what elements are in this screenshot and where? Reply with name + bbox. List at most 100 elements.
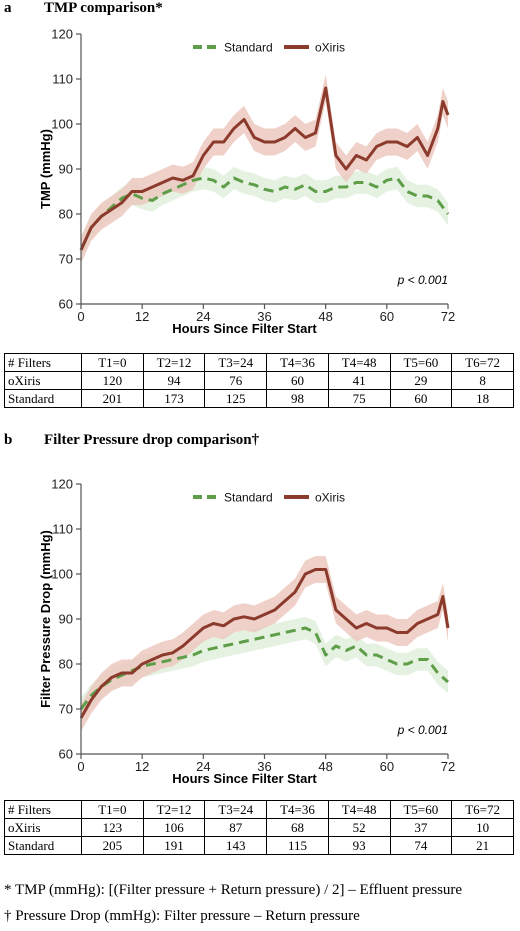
panel-a-heading: a TMP comparison* bbox=[0, 0, 163, 17]
table-cell: 191 bbox=[142, 836, 206, 855]
table-cell: 75 bbox=[327, 389, 391, 408]
table-cell: 143 bbox=[204, 836, 268, 855]
x-axis-label: Hours Since Filter Start bbox=[172, 321, 317, 336]
y-axis-label: Filter Pressure Drop (mmHg) bbox=[38, 530, 53, 708]
table-cell: 74 bbox=[389, 836, 453, 855]
panel-a-letter: a bbox=[4, 0, 12, 16]
x-tick-label: 60 bbox=[380, 309, 394, 324]
x-tick-label: 36 bbox=[257, 309, 271, 324]
y-tick-label: 70 bbox=[59, 252, 73, 267]
y-tick-label: 100 bbox=[51, 567, 73, 582]
table-header-cell: # Filters bbox=[4, 800, 82, 819]
x-tick-label: 24 bbox=[196, 309, 210, 324]
table-cell: 125 bbox=[204, 389, 268, 408]
table-cell: 60 bbox=[389, 389, 453, 408]
x-tick-label: 72 bbox=[441, 309, 455, 324]
x-tick-label: 12 bbox=[135, 309, 149, 324]
y-tick-label: 60 bbox=[59, 747, 73, 762]
panel-a-title: TMP comparison* bbox=[44, 0, 163, 16]
table-cell: oXiris bbox=[4, 371, 82, 390]
footnote-pressure-drop: † Pressure Drop (mmHg): Filter pressure … bbox=[4, 908, 360, 924]
table-cell: 205 bbox=[81, 836, 144, 855]
series-line-oxiris bbox=[79, 568, 450, 719]
table-header-cell: T2=12 bbox=[142, 800, 206, 819]
y-tick-label: 60 bbox=[59, 297, 73, 312]
y-tick-label: 110 bbox=[52, 72, 73, 87]
p-value-annotation: p < 0.001 bbox=[397, 273, 448, 287]
table-cell: 21 bbox=[451, 836, 514, 855]
x-tick-label: 0 bbox=[77, 759, 84, 774]
table-cell: 68 bbox=[266, 818, 329, 837]
x-tick-label: 60 bbox=[380, 759, 394, 774]
table-cell: Standard bbox=[4, 836, 82, 855]
table-header-row: # Filters T1=0 T2=12 T3=24 T4=36 T4=48 T5=60 T6… bbox=[4, 800, 514, 819]
series-line-oxiris bbox=[79, 86, 450, 251]
table-cell: 76 bbox=[204, 371, 268, 390]
p-value-annotation: p < 0.001 bbox=[397, 723, 448, 737]
panel-b-title: Filter Pressure drop comparison† bbox=[44, 432, 260, 448]
table-cell: 18 bbox=[451, 389, 514, 408]
x-tick-label: 48 bbox=[318, 759, 332, 774]
panel-b-letter: b bbox=[4, 432, 13, 448]
table-cell: 106 bbox=[142, 818, 206, 837]
y-tick-label: 120 bbox=[51, 477, 73, 492]
table-header-cell: T5=60 bbox=[389, 353, 453, 372]
table-cell: 87 bbox=[204, 818, 268, 837]
table-cell: 10 bbox=[451, 818, 514, 837]
table-header-cell: T2=12 bbox=[142, 353, 206, 372]
table-cell: 93 bbox=[327, 836, 391, 855]
table-header-cell: T4=36 bbox=[266, 353, 329, 372]
y-tick-label: 70 bbox=[59, 702, 73, 717]
table-cell: 8 bbox=[451, 371, 514, 390]
panel-a-filter-count-table: # Filters T1=0 T2=12 T3=24 T4=36 T4=48 T5=60 T6… bbox=[4, 353, 514, 408]
table-header-cell: T4=48 bbox=[327, 353, 391, 372]
legend: Standard oXiris bbox=[193, 491, 345, 505]
table-header-cell: T4=48 bbox=[327, 800, 391, 819]
table-header-cell: T3=24 bbox=[204, 800, 268, 819]
table-row: Standard 201 173 125 98 75 60 18 bbox=[4, 389, 514, 408]
x-tick-label: 72 bbox=[441, 759, 455, 774]
table-row: oXiris 120 94 76 60 41 29 8 bbox=[4, 371, 514, 390]
table-header-cell: # Filters bbox=[4, 353, 82, 372]
series-line-standard bbox=[79, 626, 449, 710]
table-header-cell: T1=0 bbox=[81, 800, 144, 819]
table-header-cell: T4=36 bbox=[266, 800, 329, 819]
table-cell: oXiris bbox=[4, 818, 82, 837]
legend: Standard oXiris bbox=[193, 41, 345, 55]
x-axis-label: Hours Since Filter Start bbox=[172, 771, 317, 786]
table-cell: 173 bbox=[142, 389, 206, 408]
panel-b-filter-count-table: # Filters T1=0 T2=12 T3=24 T4=36 T4=48 T5=60 T6… bbox=[4, 800, 514, 855]
x-tick-label: 0 bbox=[77, 309, 84, 324]
table-cell: Standard bbox=[4, 389, 82, 408]
y-tick-label: 90 bbox=[59, 162, 73, 177]
table-cell: 201 bbox=[81, 389, 144, 408]
panel-b-heading: b Filter Pressure drop comparison† bbox=[0, 432, 259, 449]
legend-label-oxiris: oXiris bbox=[315, 41, 345, 55]
legend-label-standard: Standard bbox=[224, 41, 273, 55]
table-row: Standard 205 191 143 115 93 74 21 bbox=[4, 836, 514, 855]
series-band-standard bbox=[81, 616, 448, 721]
pressure-drop-chart: 0 12 24 36 48 60 72 60 70 80 90 100 110 120 Hours Sinc… bbox=[38, 477, 455, 787]
table-header-cell: T3=24 bbox=[204, 353, 268, 372]
y-tick-label: 80 bbox=[59, 207, 73, 222]
x-tick-label: 36 bbox=[257, 759, 271, 774]
y-tick-label: 80 bbox=[59, 657, 73, 672]
legend-label-oxiris: oXiris bbox=[315, 491, 345, 505]
y-tick-label: 110 bbox=[52, 522, 73, 537]
table-cell: 94 bbox=[142, 371, 206, 390]
table-cell: 123 bbox=[81, 818, 144, 837]
x-tick-label: 24 bbox=[196, 759, 210, 774]
table-cell: 115 bbox=[266, 836, 329, 855]
tmp-chart: 0 12 24 36 48 60 72 60 70 80 90 100 110 120 Hours Sinc… bbox=[38, 27, 455, 337]
table-cell: 98 bbox=[266, 389, 329, 408]
table-header-cell: T1=0 bbox=[81, 353, 144, 372]
legend-label-standard: Standard bbox=[224, 491, 273, 505]
table-header-cell: T5=60 bbox=[389, 800, 453, 819]
table-row: oXiris 123 106 87 68 52 37 10 bbox=[4, 818, 514, 837]
y-axis-label: TMP (mmHg) bbox=[38, 129, 53, 209]
table-header-cell: T6=72 bbox=[451, 353, 514, 372]
table-cell: 60 bbox=[266, 371, 329, 390]
table-header-row: # Filters T1=0 T2=12 T3=24 T4=36 T4=48 T5=60 T6… bbox=[4, 353, 514, 372]
x-tick-label: 48 bbox=[318, 309, 332, 324]
table-cell: 52 bbox=[327, 818, 391, 837]
